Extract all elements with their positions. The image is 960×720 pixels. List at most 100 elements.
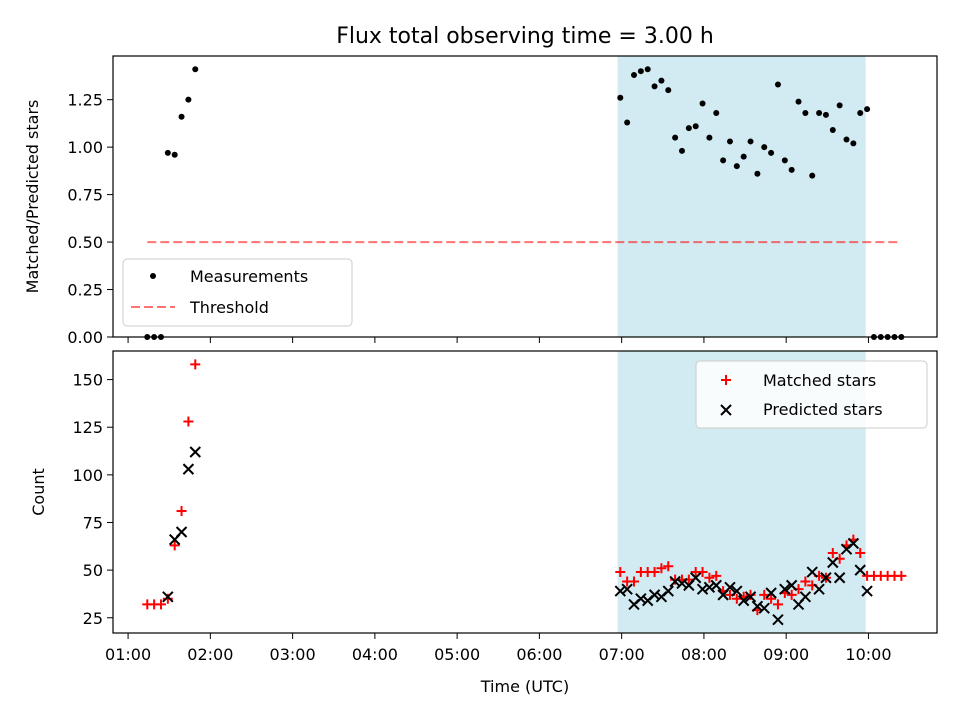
legend-label: Measurements <box>190 267 308 286</box>
matched-star-marker <box>896 570 907 581</box>
y-axis-label: Count <box>29 468 48 516</box>
predicted-star-marker <box>854 564 866 576</box>
measurement-point <box>733 163 740 170</box>
matched-star-marker <box>704 572 715 583</box>
measurement-point <box>754 170 761 177</box>
y-tick-label: 0.00 <box>67 328 103 347</box>
predicted-star-marker <box>737 594 750 607</box>
predicted-star-marker <box>703 581 716 593</box>
measurement-point <box>836 102 843 109</box>
measurement-point <box>761 144 768 151</box>
x-tick-label: 09:00 <box>763 645 809 664</box>
predicted-star-marker <box>806 566 818 578</box>
predicted-star-marker <box>772 613 784 626</box>
x-axis-label: Time (UTC) <box>480 677 569 696</box>
measurement-point <box>658 77 665 84</box>
chart-title: Flux total observing time = 3.00 h <box>336 24 714 49</box>
measurement-point <box>850 140 857 147</box>
measurement-point <box>809 172 816 179</box>
predicted-star-marker <box>689 572 702 584</box>
matched-star-marker <box>766 593 777 604</box>
matched-star-marker <box>772 599 783 610</box>
predicted-star-marker <box>847 537 860 550</box>
measurement-point <box>843 136 850 143</box>
matched-star-marker <box>162 593 173 604</box>
measurement-point <box>720 157 727 164</box>
predicted-star-marker <box>731 585 743 597</box>
matched-star-marker <box>855 547 866 558</box>
predicted-star-marker <box>189 446 201 458</box>
predicted-star-marker <box>175 526 188 538</box>
predicted-star-marker <box>621 583 633 595</box>
measurement-point <box>713 109 720 116</box>
measurement-point <box>829 127 836 134</box>
x-tick-label: 08:00 <box>681 645 727 664</box>
x-tick-label: 01:00 <box>105 645 151 664</box>
y-tick-label: 50 <box>83 561 103 580</box>
predicted-star-marker <box>758 602 770 614</box>
matched-star-marker <box>628 576 639 587</box>
predicted-star-marker <box>751 600 764 613</box>
y-tick-label: 1.00 <box>67 138 103 157</box>
y-tick-label: 75 <box>83 513 103 532</box>
measurement-point <box>816 109 823 116</box>
y-tick-label: 150 <box>72 371 103 390</box>
matched-star-marker <box>711 570 722 581</box>
measurement-point <box>685 125 692 132</box>
matched-star-marker <box>663 561 674 572</box>
x-tick-label: 05:00 <box>434 645 480 664</box>
measurement-point <box>788 166 795 173</box>
measurement-point <box>795 98 802 105</box>
matched-star-marker <box>827 547 838 558</box>
count-panel: 25 50 75 100 125 150 01:00 02:00 03:00 04:00 05:00… <box>29 350 938 696</box>
measurement-point <box>864 106 871 113</box>
matched-star-marker <box>697 567 708 578</box>
matched-star-marker <box>155 599 166 610</box>
predicted-star-marker <box>648 589 661 601</box>
legend-matched-marker <box>721 375 731 385</box>
measurement-point <box>802 109 809 116</box>
y-tick-label: 1.25 <box>67 91 103 110</box>
predicted-star-marker <box>635 592 647 605</box>
measurement-point <box>185 96 192 103</box>
measurement-point <box>665 87 672 94</box>
measurement-point <box>624 119 631 126</box>
measurement-point <box>768 149 775 156</box>
predicted-star-marker <box>724 581 736 593</box>
measurement-point <box>692 123 699 130</box>
measurement-point <box>164 149 171 156</box>
predicted-star-marker <box>676 577 688 590</box>
y-tick-label: 0.50 <box>67 233 103 252</box>
measurement-point <box>706 134 713 141</box>
measurement-point <box>178 113 185 120</box>
y-tick-label: 0.25 <box>67 281 103 300</box>
predicted-star-marker <box>827 556 839 569</box>
x-tick-label: 10:00 <box>845 645 891 664</box>
matched-star-marker <box>176 506 187 517</box>
measurement-point <box>699 100 706 107</box>
matched-star-marker <box>183 416 194 427</box>
measurement-point <box>822 111 829 118</box>
measurement-point <box>651 83 658 90</box>
measurement-point <box>630 71 637 78</box>
x-tick-label: 07:00 <box>599 645 645 664</box>
matched-star-marker <box>759 589 770 600</box>
matched-star-marker <box>649 567 660 578</box>
matched-star-marker <box>615 567 626 578</box>
legend-box <box>122 258 353 327</box>
predicted-star-marker <box>162 591 174 603</box>
measurement-point <box>617 94 624 101</box>
axes-frame <box>112 55 938 338</box>
ratio-panel: 0.00 0.25 0.50 0.75 1.00 1.25 Matched/Predicte… <box>23 55 938 347</box>
measurement-point <box>644 66 651 73</box>
measurement-point <box>740 153 747 160</box>
legend-bottom: Matched stars Predicted stars <box>695 360 928 429</box>
x-tick-label: 04:00 <box>352 645 398 664</box>
legend-label: Predicted stars <box>763 400 883 419</box>
predicted-star-marker <box>833 572 846 584</box>
measurement-point <box>192 66 199 73</box>
series-measurements <box>144 66 905 340</box>
legend-box <box>695 360 928 429</box>
legend-predicted-marker <box>720 404 732 416</box>
series-predicted-stars <box>162 446 873 626</box>
